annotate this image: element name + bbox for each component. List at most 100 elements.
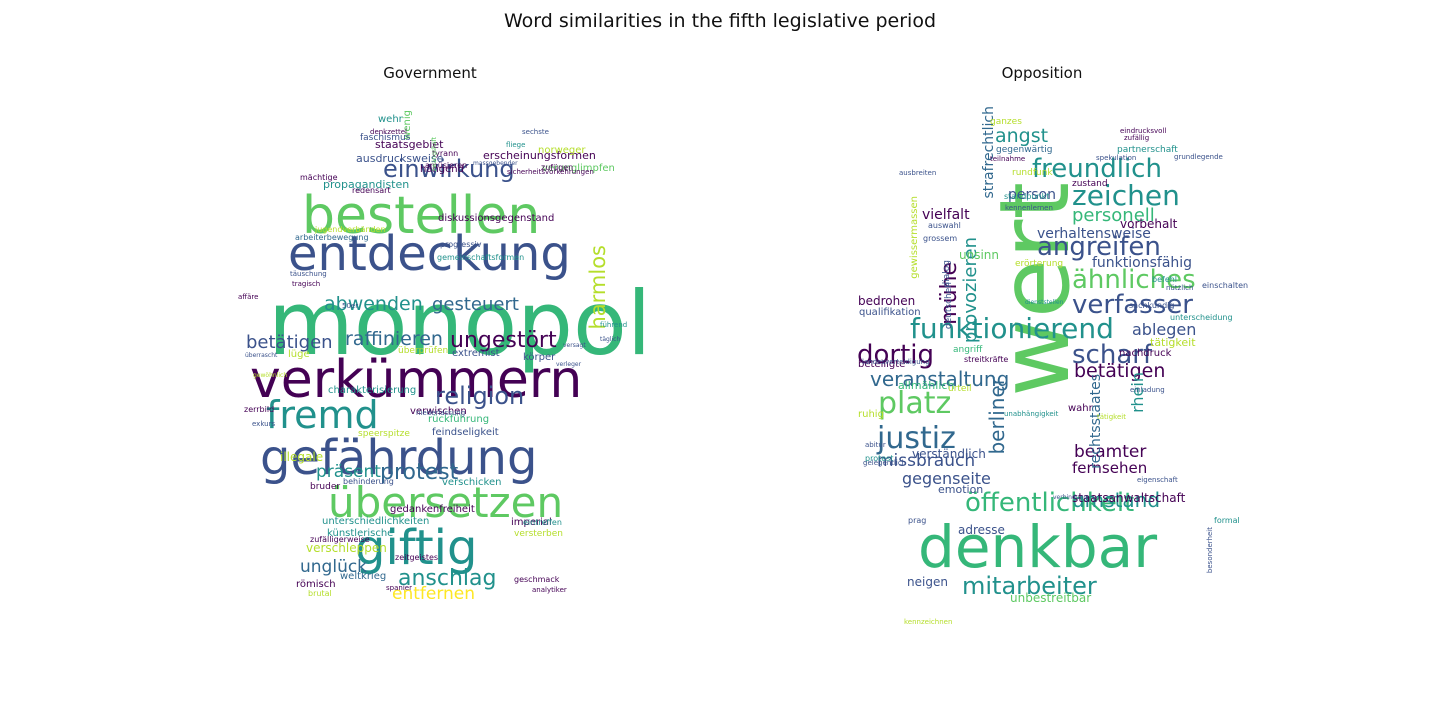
word: formal [1214,516,1240,525]
word: feindseligkeit [432,427,499,438]
word: protest [380,460,459,485]
government-wordcloud-panel: Government monopol verkümmern bestellen ent… [170,62,690,662]
word: gesteuert [432,294,519,315]
word: führend [600,321,628,329]
word: gegenwärtig [996,145,1053,155]
word: abwenden [324,293,423,315]
opposition-wordcloud: wert denkbar öffentlichkeit freundlich zeich… [782,62,1302,662]
word: gewissermassen [909,196,920,279]
word: einschalten [1202,281,1249,290]
word: öffentlichkeit [965,488,1135,518]
word: veranstaltung [870,367,1010,391]
word: sachkundig [1129,301,1175,310]
word: qualifikation [859,307,921,318]
word: ganzes [990,117,1022,127]
word: tätigkeit [1097,413,1126,421]
word: versterben [514,529,563,539]
word: unterschiedlichkeiten [322,516,430,527]
word: täglich [600,336,621,343]
word: jugendverbänden [315,225,386,234]
word: neigen [907,575,948,589]
government-panel-title: Government [383,64,477,82]
word: nachdruck [1119,348,1172,359]
word: standpunkt [1004,192,1050,201]
word: sicherheitsvorkehrungen [507,168,594,176]
word: zustand [1072,179,1108,189]
word: fremd [266,393,379,437]
word: rechtsstaates [1088,374,1104,469]
word: dienststellen [1025,299,1064,306]
word: eintreffen [523,518,562,527]
word: zufügen [541,163,574,172]
word: staatsanwaltschaft [1072,491,1186,505]
word: angreifen [1037,232,1161,262]
word: imperial [511,517,552,528]
word: verwischen [410,406,467,417]
word: befehl [1152,275,1178,284]
word: zerrbild [244,405,275,414]
word: körper [523,352,556,363]
word: einwirkung [383,155,515,183]
word: redensart [352,186,391,195]
word: ablegen [1132,320,1197,339]
word: betätigen [1074,360,1166,382]
word: verständlich [912,447,986,461]
word: betätigen [246,332,333,353]
word: römisch [296,579,336,590]
word: scharf [1072,340,1153,370]
word: behinderung [343,477,394,486]
word: präsent [316,462,381,482]
word: allmählich [898,379,955,392]
word: monopol [268,272,652,375]
word: amüsieren [425,161,468,170]
word: verbindung [1053,494,1088,501]
word: charakterisierung [328,385,417,396]
government-wordcloud: monopol verkümmern bestellen entdeckung gefä… [170,62,690,662]
word: vorbehalt [1120,217,1178,231]
word: sechste [522,128,549,136]
word: rückführung [428,414,490,425]
word: vielfalt [922,207,970,223]
word: angriff [953,345,983,355]
word: ähnliches [1072,265,1196,295]
word: angst [995,125,1049,147]
word: grossem [923,234,958,243]
word: bruder [310,482,341,492]
word: künstlerische [327,528,394,539]
word: faschismus [360,133,411,143]
word: erörterung [1015,259,1064,269]
word: harmlos [586,245,610,330]
word: grundlegende [1174,153,1223,161]
word: speerspitze [358,429,410,439]
word: adresse [958,523,1005,537]
word: zeichen [1072,179,1180,212]
word: brutal [308,589,332,598]
word: beteiligte [858,359,906,370]
word: illegale [280,450,324,464]
word: niederlassung [416,409,466,417]
figure-title: Word similarities in the fifth legislati… [504,10,936,32]
word: übersetzen [328,478,564,527]
word: zufälligerweise [310,535,370,544]
word: 50er [342,302,359,310]
opposition-panel-title: Opposition [1001,64,1083,82]
word: protest [865,454,894,463]
word: teilnahme [990,155,1026,163]
word: missbrauch [877,451,976,471]
word: entdeckung [288,226,571,282]
word: eindrucksvoll [1120,127,1167,135]
word: fernsehen [1072,459,1148,477]
word: umstand [1072,488,1161,512]
word: verleger [556,361,582,368]
word: einladung [1130,386,1165,394]
word: funktionsfähig [1092,255,1193,271]
word: ausdrucksweise [356,152,444,165]
word: personell [1072,205,1155,226]
word: denkzettel [370,128,407,136]
word: gelegentlich [863,459,907,467]
word: versagt [563,342,586,349]
word: auswahl [928,221,961,230]
word: beamter [1074,442,1147,462]
word: religion [435,382,525,410]
word: mitarbeiter [962,572,1097,600]
